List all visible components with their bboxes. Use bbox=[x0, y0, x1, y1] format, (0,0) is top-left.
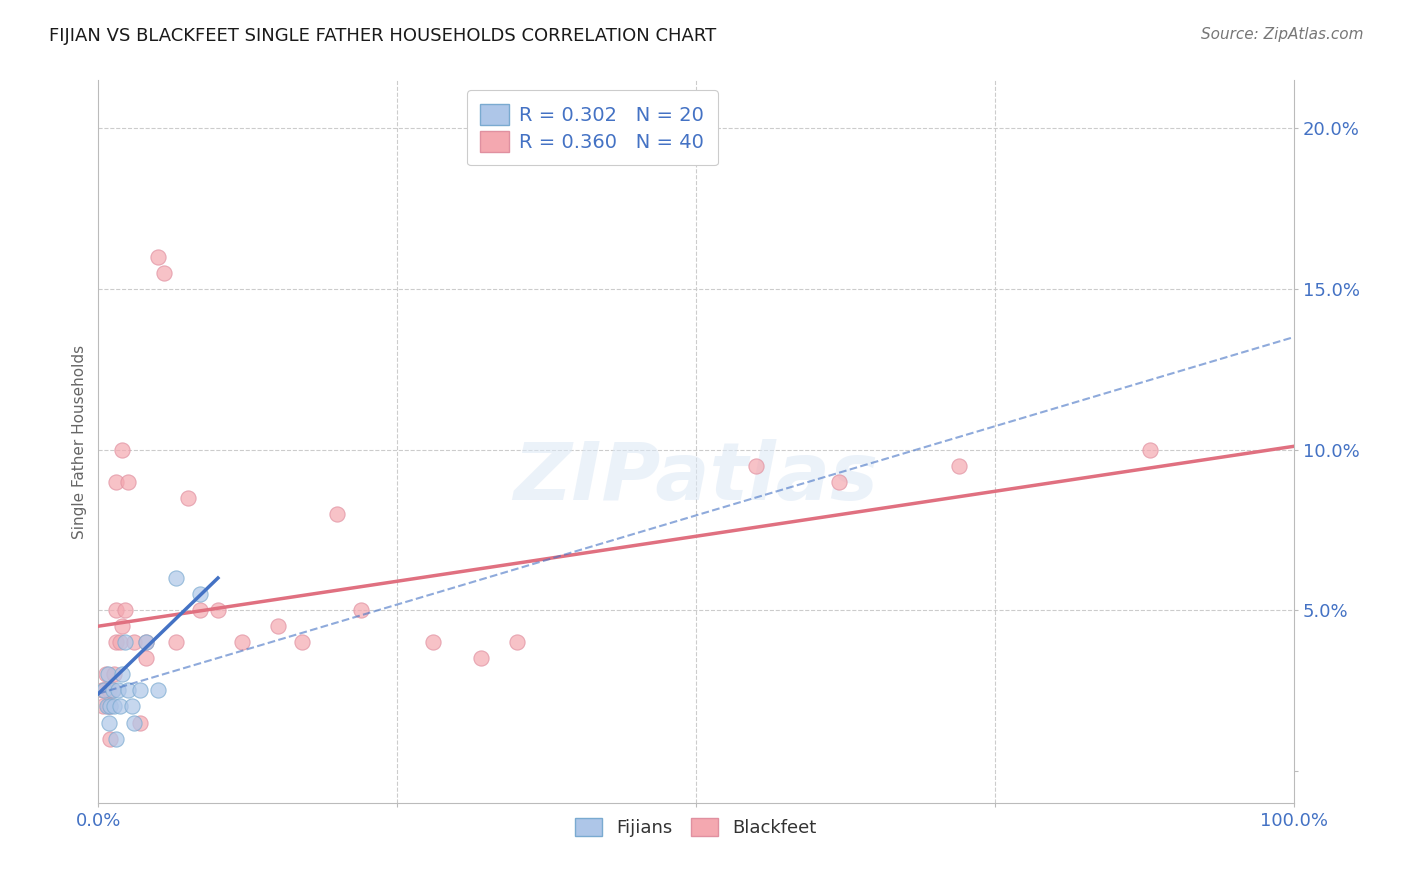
Point bbox=[422, 635, 444, 649]
Legend: Fijians, Blackfeet: Fijians, Blackfeet bbox=[568, 811, 824, 845]
Point bbox=[506, 635, 529, 649]
Point bbox=[114, 635, 136, 649]
Point bbox=[231, 635, 253, 649]
Point bbox=[129, 715, 152, 730]
Point bbox=[117, 475, 139, 489]
Point bbox=[148, 250, 170, 264]
Point bbox=[350, 603, 373, 617]
Point bbox=[91, 683, 114, 698]
Point bbox=[135, 635, 157, 649]
Point bbox=[828, 475, 851, 489]
Point bbox=[129, 683, 152, 698]
Point bbox=[101, 683, 124, 698]
Point bbox=[103, 667, 125, 681]
Point bbox=[91, 699, 114, 714]
Point bbox=[153, 266, 176, 280]
Point bbox=[108, 635, 131, 649]
Point bbox=[188, 603, 211, 617]
Point bbox=[124, 715, 146, 730]
Point bbox=[93, 683, 115, 698]
Point bbox=[117, 683, 139, 698]
Point bbox=[148, 683, 170, 698]
Point bbox=[105, 603, 128, 617]
Point bbox=[101, 683, 124, 698]
Text: Source: ZipAtlas.com: Source: ZipAtlas.com bbox=[1201, 27, 1364, 42]
Point bbox=[165, 635, 187, 649]
Point bbox=[105, 475, 128, 489]
Point bbox=[98, 699, 122, 714]
Point bbox=[98, 715, 121, 730]
Point bbox=[1139, 442, 1161, 457]
Point bbox=[177, 491, 200, 505]
Point bbox=[291, 635, 314, 649]
Point bbox=[124, 635, 146, 649]
Point bbox=[326, 507, 349, 521]
Point bbox=[97, 699, 120, 714]
Point bbox=[948, 458, 970, 473]
Point bbox=[114, 603, 136, 617]
Point bbox=[165, 571, 187, 585]
Point bbox=[111, 619, 134, 633]
Point bbox=[96, 699, 118, 714]
Point bbox=[188, 587, 211, 601]
Point bbox=[103, 699, 125, 714]
Point bbox=[745, 458, 768, 473]
Point bbox=[93, 683, 115, 698]
Point bbox=[108, 699, 131, 714]
Point bbox=[111, 442, 134, 457]
Point bbox=[97, 667, 120, 681]
Text: ZIPatlas: ZIPatlas bbox=[513, 439, 879, 516]
Point bbox=[107, 683, 129, 698]
Point bbox=[135, 651, 157, 665]
Point bbox=[111, 667, 134, 681]
Y-axis label: Single Father Households: Single Father Households bbox=[72, 344, 87, 539]
Point bbox=[207, 603, 229, 617]
Text: FIJIAN VS BLACKFEET SINGLE FATHER HOUSEHOLDS CORRELATION CHART: FIJIAN VS BLACKFEET SINGLE FATHER HOUSEH… bbox=[49, 27, 717, 45]
Point bbox=[105, 635, 128, 649]
Point bbox=[98, 699, 122, 714]
Point bbox=[267, 619, 290, 633]
Point bbox=[98, 683, 121, 698]
Point bbox=[121, 699, 143, 714]
Point bbox=[135, 635, 157, 649]
Point bbox=[98, 731, 122, 746]
Point bbox=[94, 667, 117, 681]
Point bbox=[105, 731, 128, 746]
Point bbox=[470, 651, 492, 665]
